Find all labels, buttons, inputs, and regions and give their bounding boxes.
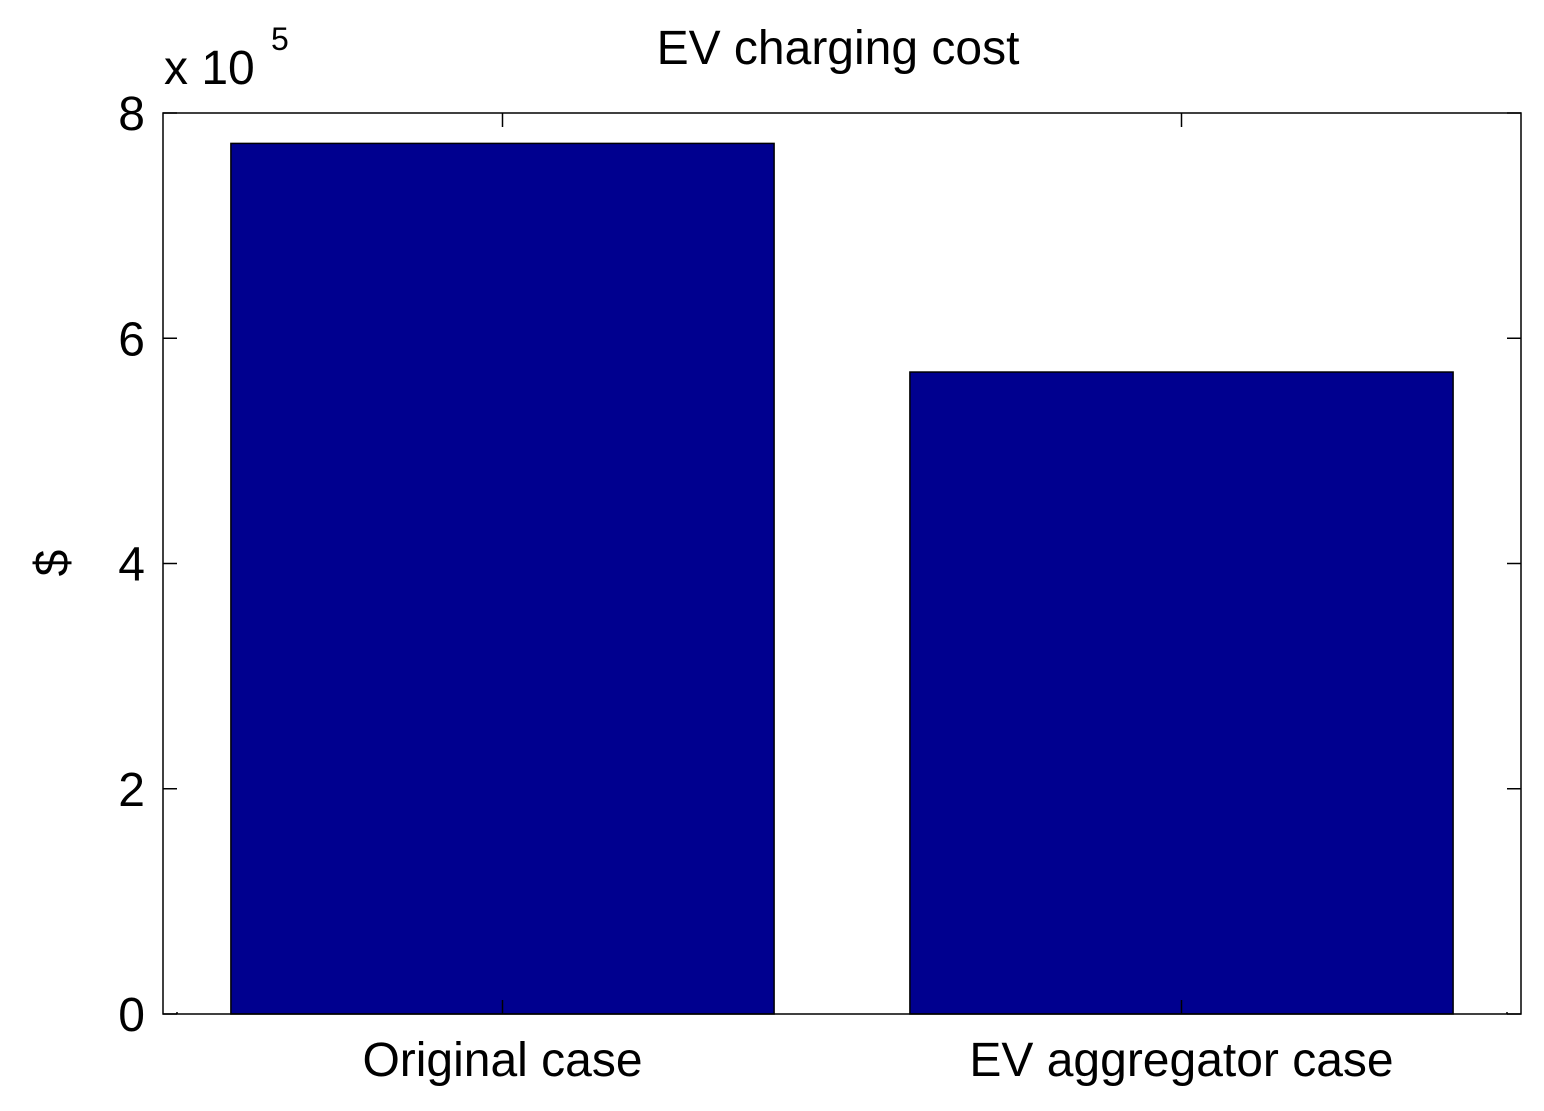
y-tick-label: 0 (118, 989, 145, 1042)
chart-title: EV charging cost (657, 22, 1020, 75)
y-axis-multiplier: x 10 (164, 42, 255, 95)
y-axis-label: $ (26, 550, 79, 577)
y-axis-multiplier-exponent: 5 (271, 21, 289, 57)
y-ticks-layer: 0 2 4 6 8 (118, 88, 1521, 1042)
y-tick-label: 4 (118, 539, 145, 592)
x-tick-label: Original case (362, 1034, 642, 1087)
bars-layer (230, 142, 1454, 1015)
bar-1 (230, 142, 775, 1015)
x-ticks-layer: Original case EV aggregator case (176, 113, 1508, 1087)
y-tick-label: 6 (118, 313, 145, 366)
y-tick-label: 8 (118, 88, 145, 141)
bar-2 (909, 371, 1454, 1015)
x-tick-label: EV aggregator case (969, 1034, 1393, 1087)
y-tick-label: 2 (118, 764, 145, 817)
